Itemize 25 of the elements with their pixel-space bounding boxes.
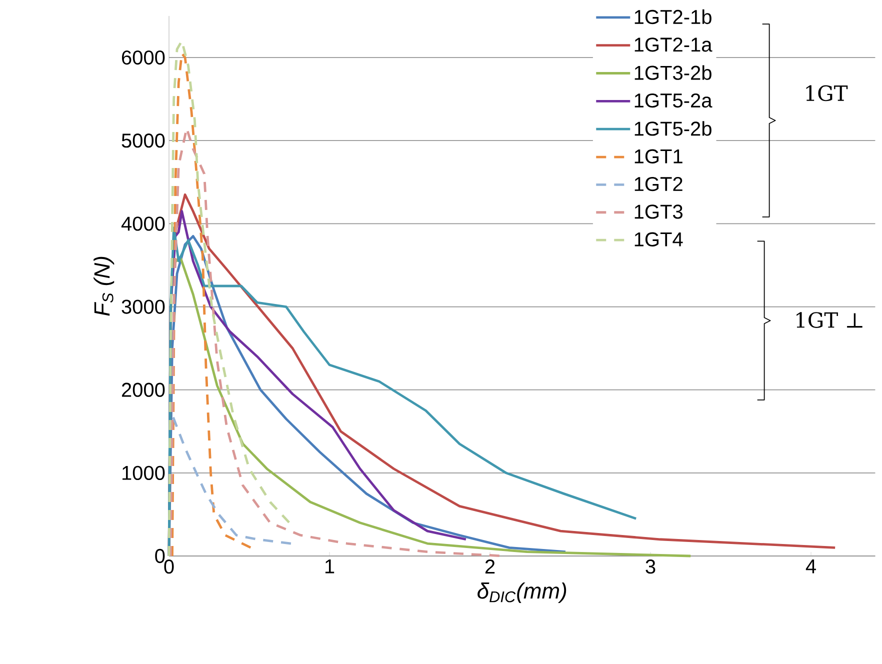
legend-label: 1GT2-1a xyxy=(634,38,712,52)
legend-label: 1GT2-1b xyxy=(634,9,712,24)
legend-label: 1GT3-2b xyxy=(634,65,712,80)
legend-label: 1GT1 xyxy=(634,149,682,164)
legend-label: 1GT4 xyxy=(634,232,683,246)
y-tick-label: 4000 xyxy=(121,216,165,231)
legend-label: 1GT5-2a xyxy=(634,93,712,108)
x-tick-label: 1 xyxy=(325,560,334,574)
y-tick-label: 1000 xyxy=(122,466,165,480)
annotation: 1GT xyxy=(806,85,848,102)
x-tick-label: 2 xyxy=(485,560,495,574)
legend-label: 1GT2 xyxy=(634,176,682,192)
y-tick-label: 3000 xyxy=(122,300,165,314)
y-tick-label: 6000 xyxy=(122,50,165,65)
x-axis-title: δ$_{DIC}$(mm) xyxy=(478,582,566,604)
x-tick-label: 4 xyxy=(806,560,816,574)
y-tick-label: 5000 xyxy=(122,134,165,148)
annotation: 1GT ⊥ xyxy=(796,312,862,328)
y-axis-title: F$_{S}$ (N) xyxy=(94,256,114,316)
legend-label: 1GT3 xyxy=(634,204,682,219)
legend-label: 1GT5-2b xyxy=(634,121,712,136)
y-tick-label: 0 xyxy=(155,548,165,564)
y-tick-label: 2000 xyxy=(122,382,165,397)
x-tick-label: 0 xyxy=(164,560,174,574)
x-tick-label: 3 xyxy=(646,560,656,574)
